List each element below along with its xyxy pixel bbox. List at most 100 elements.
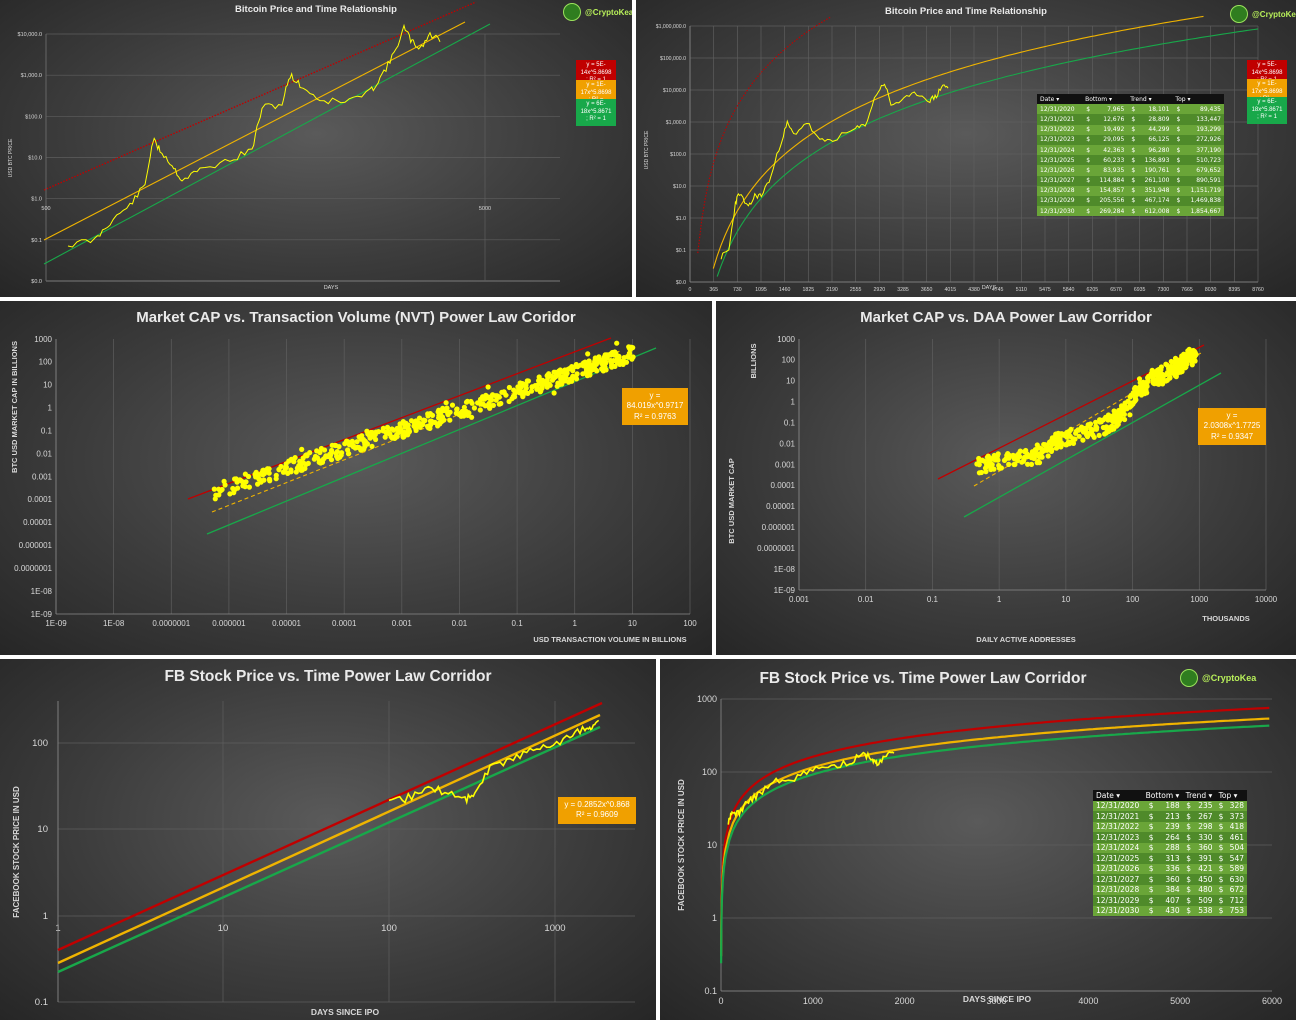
data-point	[1087, 421, 1094, 427]
data-point	[510, 393, 516, 399]
data-point	[314, 455, 320, 461]
data-point	[1034, 442, 1040, 448]
table-cell: 136,893	[1138, 155, 1173, 166]
y-tick-label: $10.0	[673, 184, 686, 190]
data-point	[1068, 439, 1074, 445]
table-header[interactable]: Trend ▾	[1127, 94, 1173, 105]
data-point	[321, 447, 328, 453]
table-cell: $	[1127, 144, 1139, 156]
x-tick-label: 7300	[1158, 287, 1170, 293]
table-header[interactable]: Date ▾	[1037, 94, 1083, 105]
y-tick-label: $1,000.0	[666, 120, 686, 126]
y-axis-label: BTC USD MARKET CAP	[727, 458, 736, 543]
table-cell: 12/31/2028	[1037, 185, 1083, 196]
data-point	[463, 399, 470, 405]
x-tick-label: 100	[683, 619, 697, 628]
data-point	[519, 391, 525, 397]
bottom-curve	[716, 28, 1259, 277]
top-line	[43, 1, 477, 191]
y-tick-label: 100	[32, 738, 48, 749]
equation-box: y = 0.2852x^0.868 R² = 0.9609	[558, 797, 636, 824]
data-point	[364, 428, 370, 434]
data-point	[1103, 414, 1109, 420]
table-cell: $	[1182, 800, 1195, 811]
x-tick-label: 1000	[544, 923, 565, 934]
logo-text: @CryptoKea	[585, 7, 632, 17]
table-cell: 679,652	[1183, 165, 1224, 176]
data-point	[471, 405, 477, 411]
table-cell: $	[1215, 821, 1227, 832]
table-header[interactable]: Top ▾	[1215, 790, 1247, 801]
data-point	[979, 457, 985, 463]
data-point	[486, 400, 492, 407]
data-point	[406, 428, 413, 435]
top-line	[57, 701, 603, 952]
table-cell: 89,435	[1183, 104, 1224, 115]
table-header[interactable]: Bottom ▾	[1082, 94, 1128, 105]
data-point	[477, 407, 483, 413]
data-point	[1151, 377, 1157, 383]
data-point	[485, 384, 491, 390]
y-tick-label: 1000	[697, 694, 717, 704]
data-point	[400, 420, 406, 426]
table-cell: 421	[1194, 863, 1216, 874]
table-cell: 261,100	[1138, 175, 1173, 186]
data-point	[524, 378, 530, 384]
table-cell: 269,284	[1093, 206, 1128, 217]
y-tick-label: 0.0000001	[757, 544, 795, 553]
x-tick-label: 1000	[1190, 595, 1208, 604]
logo: @CryptoKea	[1180, 669, 1256, 687]
data-point	[503, 392, 509, 398]
x-tick-label: 5000	[479, 206, 491, 212]
table-cell: 313	[1156, 853, 1183, 864]
data-point	[1174, 360, 1180, 366]
top-line	[187, 337, 612, 500]
x-tick-label: 1825	[803, 287, 815, 293]
data-point	[1006, 455, 1012, 461]
data-point	[454, 406, 460, 412]
bottom-line	[963, 372, 1222, 518]
data-point	[373, 436, 379, 443]
x-tick-label: 10	[628, 619, 637, 628]
data-point	[573, 374, 579, 380]
data-point	[328, 457, 335, 463]
table-header[interactable]: Bottom ▾	[1142, 790, 1183, 801]
table-header[interactable]: Date ▾	[1093, 790, 1143, 801]
x-tick-label: 3000	[986, 996, 1006, 1006]
table-cell: 154,857	[1093, 185, 1128, 196]
data-point	[1187, 351, 1193, 357]
table-header[interactable]: Trend ▾	[1182, 790, 1216, 801]
data-point	[411, 419, 417, 425]
table-header-row: Date ▾ Bottom ▾ Trend ▾ Top ▾	[1093, 790, 1247, 801]
data-point	[469, 400, 475, 406]
table-cell: 12/31/2025	[1037, 155, 1083, 166]
data-point	[273, 472, 279, 478]
data-point	[384, 430, 390, 436]
data-point	[427, 411, 433, 417]
table-header[interactable]: Top ▾	[1172, 94, 1224, 105]
table-row: 12/31/2027 $114,884 $261,100 $890,591	[1037, 175, 1224, 186]
y-tick-label: 1E-09	[31, 610, 53, 619]
table-cell: 133,447	[1183, 114, 1224, 125]
data-point	[1098, 419, 1104, 425]
data-point	[1158, 367, 1164, 373]
y-tick-label: 0.0001	[771, 481, 796, 490]
table-cell: 330	[1194, 832, 1216, 843]
y-tick-label: 0.01	[36, 449, 52, 458]
table-cell: $	[1082, 134, 1094, 145]
table-row: 12/31/2025 $313 $391 $547	[1093, 853, 1247, 864]
table-cell: $	[1215, 832, 1227, 843]
table-cell: $	[1182, 853, 1195, 864]
data-point	[1076, 433, 1082, 439]
y-axis-label: BTC USD MARKET CAP IN BILLIONS	[10, 341, 19, 473]
table-cell: $	[1215, 895, 1227, 906]
data-point	[1124, 405, 1130, 411]
table-cell: 480	[1194, 884, 1216, 895]
table-cell: $	[1142, 853, 1157, 864]
logo-icon	[1230, 5, 1248, 23]
x-tick-label: 3650	[921, 287, 933, 293]
data-point	[573, 361, 579, 368]
trend-line	[43, 21, 466, 241]
data-point	[344, 438, 350, 444]
table-cell: 267	[1194, 811, 1216, 822]
